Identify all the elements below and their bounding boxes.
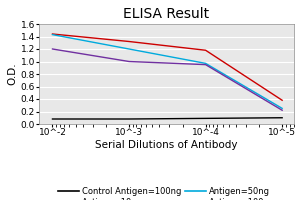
Y-axis label: O.D.: O.D. <box>8 63 18 85</box>
Title: ELISA Result: ELISA Result <box>123 7 210 21</box>
Legend: Control Antigen=100ng, Antigen=10ng, Antigen=50ng, Antigen=100ng: Control Antigen=100ng, Antigen=10ng, Ant… <box>55 183 278 200</box>
X-axis label: Serial Dilutions of Antibody: Serial Dilutions of Antibody <box>95 140 238 150</box>
